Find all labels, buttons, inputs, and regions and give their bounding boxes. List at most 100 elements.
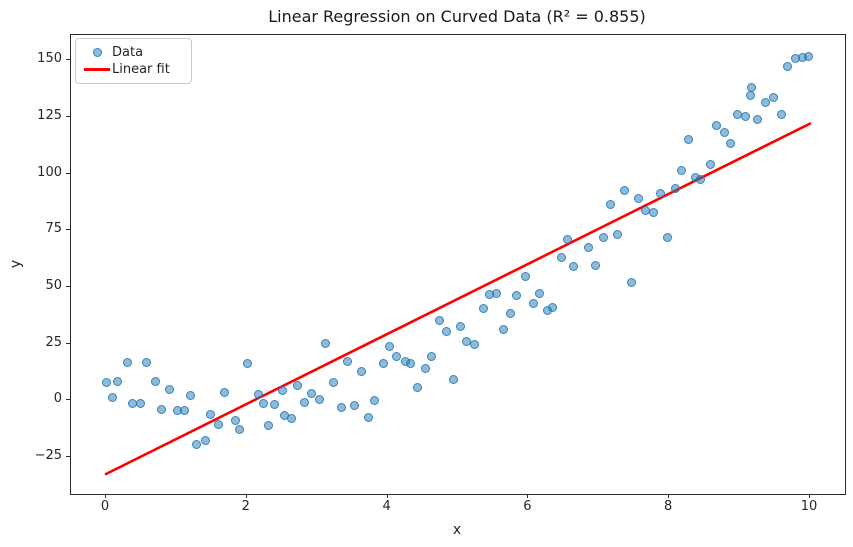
scatter-point (478, 304, 488, 314)
x-tick-label: 4 (382, 499, 391, 514)
y-tick-mark (66, 172, 70, 174)
scatter-point (456, 322, 466, 332)
scatter-point (528, 298, 538, 308)
scatter-point (300, 398, 310, 408)
scatter-point (164, 384, 174, 394)
scatter-point (269, 399, 279, 409)
scatter-point (337, 402, 347, 412)
scatter-point (747, 82, 757, 92)
scatter-point (677, 166, 687, 176)
y-tick-mark (66, 399, 70, 401)
scatter-point (192, 439, 202, 449)
scatter-point (113, 376, 123, 386)
scatter-point (307, 389, 317, 399)
scatter-point (180, 405, 190, 415)
scatter-point (511, 291, 521, 301)
scatter-point (683, 135, 693, 145)
scatter-point (719, 127, 729, 137)
scatter-point (413, 383, 423, 393)
y-tick-label: 50 (45, 277, 62, 293)
scatter-point (406, 359, 416, 369)
scatter-point (142, 358, 152, 368)
scatter-point (107, 393, 117, 403)
scatter-point (696, 175, 706, 185)
scatter-point (135, 399, 145, 409)
scatter-point (122, 358, 132, 368)
scatter-point (259, 399, 269, 409)
y-tick-label: 150 (37, 51, 62, 67)
scatter-point (220, 388, 230, 398)
scatter-point (599, 233, 609, 243)
scatter-point (342, 357, 352, 367)
scatter-point (563, 234, 573, 244)
x-tick-mark (245, 494, 247, 498)
x-tick-label: 6 (523, 499, 532, 514)
scatter-point (633, 194, 643, 204)
legend-item-data: Data (82, 44, 183, 61)
scatter-point (185, 390, 195, 400)
scatter-point (761, 98, 771, 108)
scatter-point (804, 52, 814, 62)
x-axis-label: x (452, 522, 462, 538)
y-tick-label: 75 (45, 221, 62, 237)
scatter-point (671, 183, 681, 193)
scatter-point (662, 233, 672, 243)
scatter-point (235, 424, 245, 434)
y-tick-mark (66, 59, 70, 61)
scatter-point (740, 112, 750, 122)
scatter-point (357, 366, 367, 376)
x-tick-label: 2 (241, 499, 250, 514)
y-tick-label: 25 (45, 334, 62, 350)
scatter-point (626, 278, 636, 288)
scatter-point (150, 376, 160, 386)
x-tick-mark (668, 494, 670, 498)
scatter-point (568, 262, 578, 272)
red-line-icon (84, 68, 110, 71)
scatter-point (535, 289, 545, 299)
scatter-point (435, 316, 445, 326)
scatter-point (498, 325, 508, 335)
y-tick-label: 100 (37, 164, 62, 180)
scatter-point (264, 421, 274, 431)
scatter-point (421, 363, 431, 373)
scatter-point (776, 109, 786, 119)
x-tick-mark (809, 494, 810, 498)
scatter-point (205, 409, 215, 419)
scatter-point (286, 413, 296, 423)
scatter-point (620, 186, 630, 195)
scatter-point (214, 419, 224, 429)
x-tick-label: 10 (800, 499, 818, 514)
x-tick-mark (105, 494, 106, 498)
scatter-point (470, 339, 480, 349)
y-tick-label: 125 (37, 107, 62, 123)
scatter-point (243, 359, 252, 369)
scatter-point (448, 374, 458, 384)
scatter-point (378, 359, 388, 369)
scatter-point (328, 378, 338, 388)
scatter-point (101, 378, 111, 388)
legend-marker-wrap (82, 48, 112, 57)
scatter-point (364, 413, 374, 423)
y-tick-label: −25 (34, 448, 62, 463)
scatter-point (753, 115, 763, 125)
scatter-point (231, 415, 241, 425)
scatter-point (556, 253, 566, 263)
scatter-point (768, 92, 778, 102)
scatter-point (350, 400, 359, 410)
scatter-point (369, 396, 379, 406)
y-axis-label: y (8, 259, 25, 269)
scatter-point (725, 138, 735, 148)
scatter-point (442, 327, 452, 337)
scatter-point (314, 394, 324, 404)
legend-item-linear-fit: Linear fit (82, 61, 183, 78)
scatter-point (491, 289, 501, 299)
legend-marker-wrap (82, 68, 112, 71)
scatter-point (583, 243, 593, 253)
scatter-point (200, 435, 210, 445)
chart-title: Linear Regression on Curved Data (R² = 0… (268, 7, 646, 26)
scatter-point (782, 61, 792, 71)
scatter-point (521, 271, 531, 281)
legend-label-linear-fit: Linear fit (112, 62, 170, 77)
regression-line (104, 122, 812, 476)
